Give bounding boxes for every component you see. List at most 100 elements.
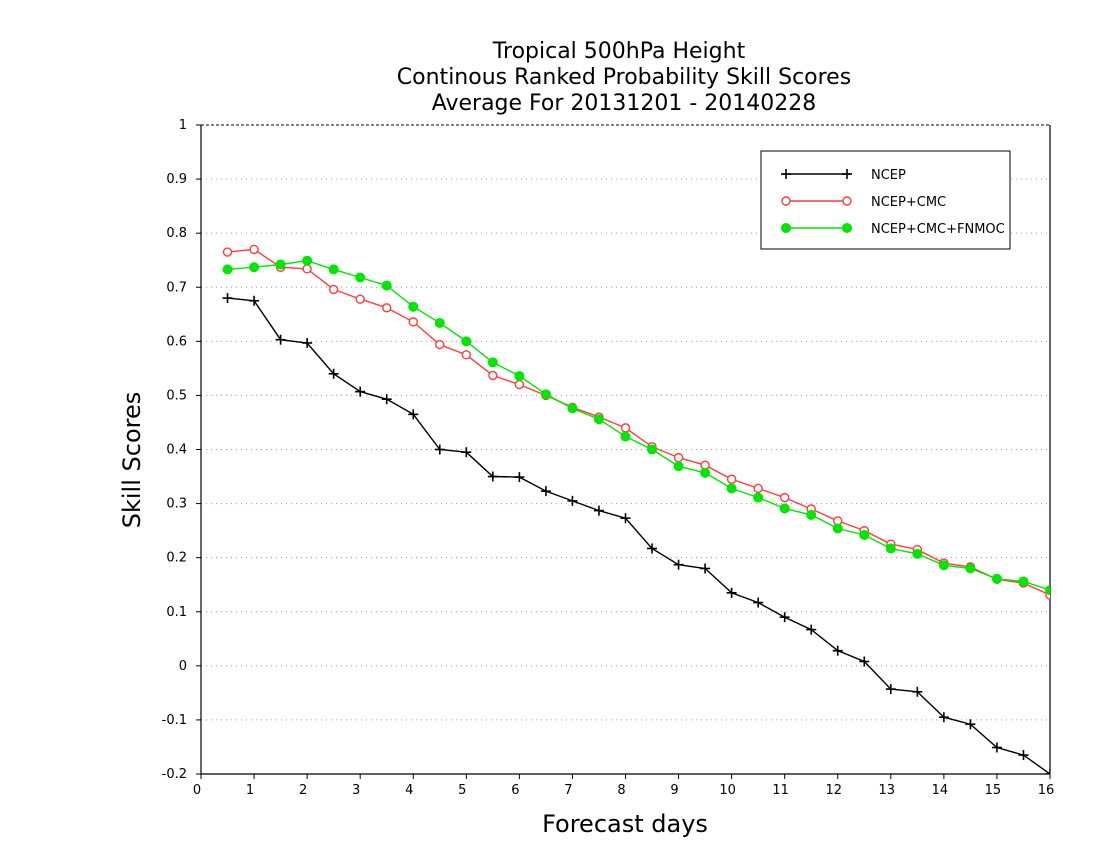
data-point xyxy=(859,656,870,667)
x-tick-label: 2 xyxy=(299,783,307,798)
data-point xyxy=(514,370,525,381)
data-point xyxy=(461,336,472,347)
x-tick-label: 8 xyxy=(617,783,625,798)
data-point xyxy=(593,414,604,425)
data-point xyxy=(912,548,923,559)
data-point xyxy=(567,403,578,414)
data-point xyxy=(381,280,392,291)
data-point xyxy=(567,495,578,506)
data-point xyxy=(832,645,843,656)
x-tick-label: 9 xyxy=(670,783,678,798)
x-tick-label: 10 xyxy=(719,783,736,798)
data-point xyxy=(222,293,233,304)
x-tick-label: 12 xyxy=(825,783,842,798)
x-axis-label: Forecast days xyxy=(542,810,708,838)
legend-label: NCEP+CMC xyxy=(871,195,946,210)
data-point xyxy=(593,505,604,516)
data-point xyxy=(302,337,313,348)
data-point xyxy=(726,587,737,598)
data-point xyxy=(806,624,817,635)
data-point xyxy=(726,483,737,494)
y-tick-label: 0.2 xyxy=(166,551,187,566)
data-point xyxy=(487,357,498,368)
data-point xyxy=(540,389,551,400)
y-tick-label: 0.9 xyxy=(166,172,187,187)
y-tick-label: 0.4 xyxy=(166,443,187,458)
series-line xyxy=(227,297,1050,774)
x-tick-label: 14 xyxy=(932,783,949,798)
data-point xyxy=(885,684,896,695)
legend-marker xyxy=(781,223,791,233)
data-point xyxy=(965,719,976,730)
legend-item: NCEP xyxy=(781,168,906,183)
x-tick-label: 15 xyxy=(985,783,1002,798)
data-point xyxy=(249,244,259,255)
series-ncep-cmc-fnmoc xyxy=(222,255,1050,596)
data-point xyxy=(647,543,658,554)
legend: NCEP NCEP+CMC NCEP+CMC+FNMOC xyxy=(760,150,1011,250)
x-tick-label: 6 xyxy=(511,783,519,798)
x-tick-label: 13 xyxy=(879,783,896,798)
data-point xyxy=(434,317,445,328)
data-point xyxy=(991,573,1002,584)
y-tick-label: 0.3 xyxy=(166,497,187,512)
data-point xyxy=(885,543,896,554)
y-tick-label: 1 xyxy=(179,118,187,133)
data-point xyxy=(779,492,790,503)
x-axis-ticks: 0 1 2 3 4 5 6 7 8 9 10 11 12 13 14 15 16 xyxy=(193,774,1054,798)
x-tick-label: 4 xyxy=(405,783,413,798)
data-point xyxy=(1018,576,1029,587)
data-point xyxy=(408,301,419,312)
data-point xyxy=(302,255,313,266)
y-tick-label: 0.1 xyxy=(166,605,187,620)
data-point xyxy=(435,339,445,350)
data-point xyxy=(753,483,763,494)
legend-label: NCEP xyxy=(871,168,906,183)
x-tick-label: 1 xyxy=(246,783,254,798)
x-tick-label: 5 xyxy=(458,783,466,798)
legend-label: NCEP+CMC+FNMOC xyxy=(871,222,1005,237)
data-point xyxy=(275,259,286,270)
data-point xyxy=(753,492,764,503)
data-point xyxy=(1045,585,1050,596)
data-point xyxy=(382,303,392,313)
data-point xyxy=(620,513,631,524)
chart-title-line-3: Average For 20131201 - 20140228 xyxy=(432,91,817,116)
legend-item: NCEP+CMC+FNMOC xyxy=(781,222,1005,237)
data-point xyxy=(355,272,366,283)
data-point xyxy=(965,563,976,574)
data-point xyxy=(540,486,551,497)
y-tick-label: 0 xyxy=(179,659,187,674)
data-point xyxy=(514,379,525,390)
chart-title-line-1: Tropical 500hPa Height xyxy=(492,39,746,64)
data-point xyxy=(647,444,658,455)
data-point xyxy=(832,523,843,534)
data-point xyxy=(328,264,339,275)
legend-marker xyxy=(842,223,852,233)
chart-title: Tropical 500hPa Height Continous Ranked … xyxy=(397,39,851,116)
y-tick-label: 0.8 xyxy=(166,226,187,241)
legend-marker xyxy=(781,169,791,179)
data-point xyxy=(1018,750,1029,761)
legend-box xyxy=(760,150,1011,250)
data-point xyxy=(328,284,339,295)
legend-marker xyxy=(781,196,791,206)
series-line xyxy=(227,259,1050,591)
data-point xyxy=(355,294,365,304)
y-tick-label: -0.1 xyxy=(162,713,187,728)
data-point xyxy=(938,712,949,723)
series-ncep xyxy=(222,293,1050,774)
y-axis-label: Skill Scores xyxy=(118,392,146,529)
x-tick-label: 7 xyxy=(564,783,572,798)
data-point xyxy=(620,431,631,442)
data-point xyxy=(726,474,737,484)
data-point xyxy=(461,447,472,458)
y-tick-label: 0.6 xyxy=(166,334,187,349)
data-point xyxy=(673,452,684,463)
y-tick-label: 0.7 xyxy=(166,280,187,295)
data-point xyxy=(222,264,233,275)
data-point xyxy=(912,686,923,697)
y-tick-label: -0.2 xyxy=(162,767,187,782)
data-point xyxy=(461,350,472,360)
data-point xyxy=(408,409,419,420)
